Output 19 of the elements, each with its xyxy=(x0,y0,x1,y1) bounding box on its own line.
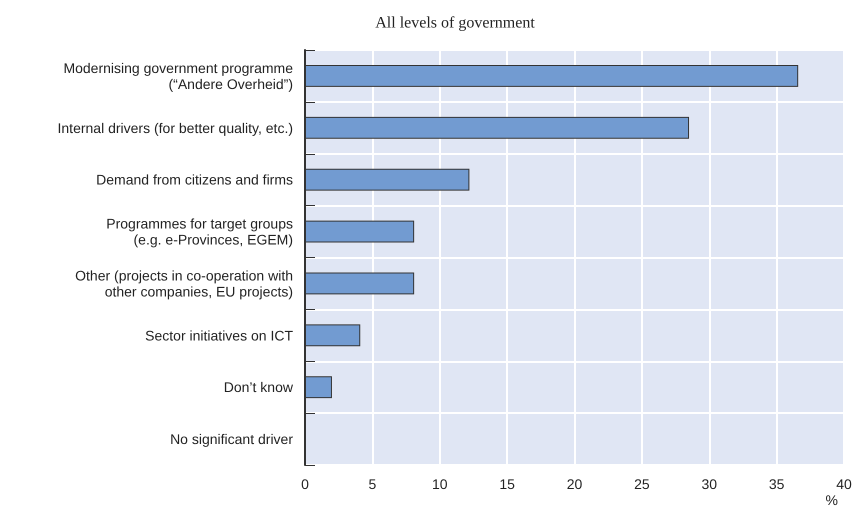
x-tick-label: 5 xyxy=(368,476,376,492)
y-tick-label: Demand from citizens and firms xyxy=(96,172,293,188)
x-tick-label: 20 xyxy=(566,476,582,492)
x-tick-label: 25 xyxy=(634,476,650,492)
y-tick-label: No significant driver xyxy=(170,431,294,448)
x-tick-label: 0 xyxy=(301,476,310,492)
chart-title: All levels of government xyxy=(375,14,536,32)
y-tick-label: Other (projects in co-operation with other companies, EU projects) xyxy=(75,267,293,300)
x-tick-label: 10 xyxy=(432,476,448,492)
y-tick-label: Don’t know xyxy=(224,379,294,396)
x-tick-label: 15 xyxy=(499,476,516,492)
y-tick-label: Sector initiatives on ICT xyxy=(145,327,294,344)
y-tick-label: Modernising government programme (“Andere Overheid”) xyxy=(63,60,294,92)
x-tick-label: 30 xyxy=(701,476,718,492)
x-tick-label: 40 xyxy=(836,476,852,492)
y-tick-label: Programmes for target groups (e.g. e-Provinces, EGEM) xyxy=(106,216,293,248)
y-tick-label: Internal drivers (for better quality, etc.) xyxy=(58,120,293,136)
x-tick-label: 35 xyxy=(768,476,785,492)
x-axis-title: % xyxy=(826,492,838,508)
